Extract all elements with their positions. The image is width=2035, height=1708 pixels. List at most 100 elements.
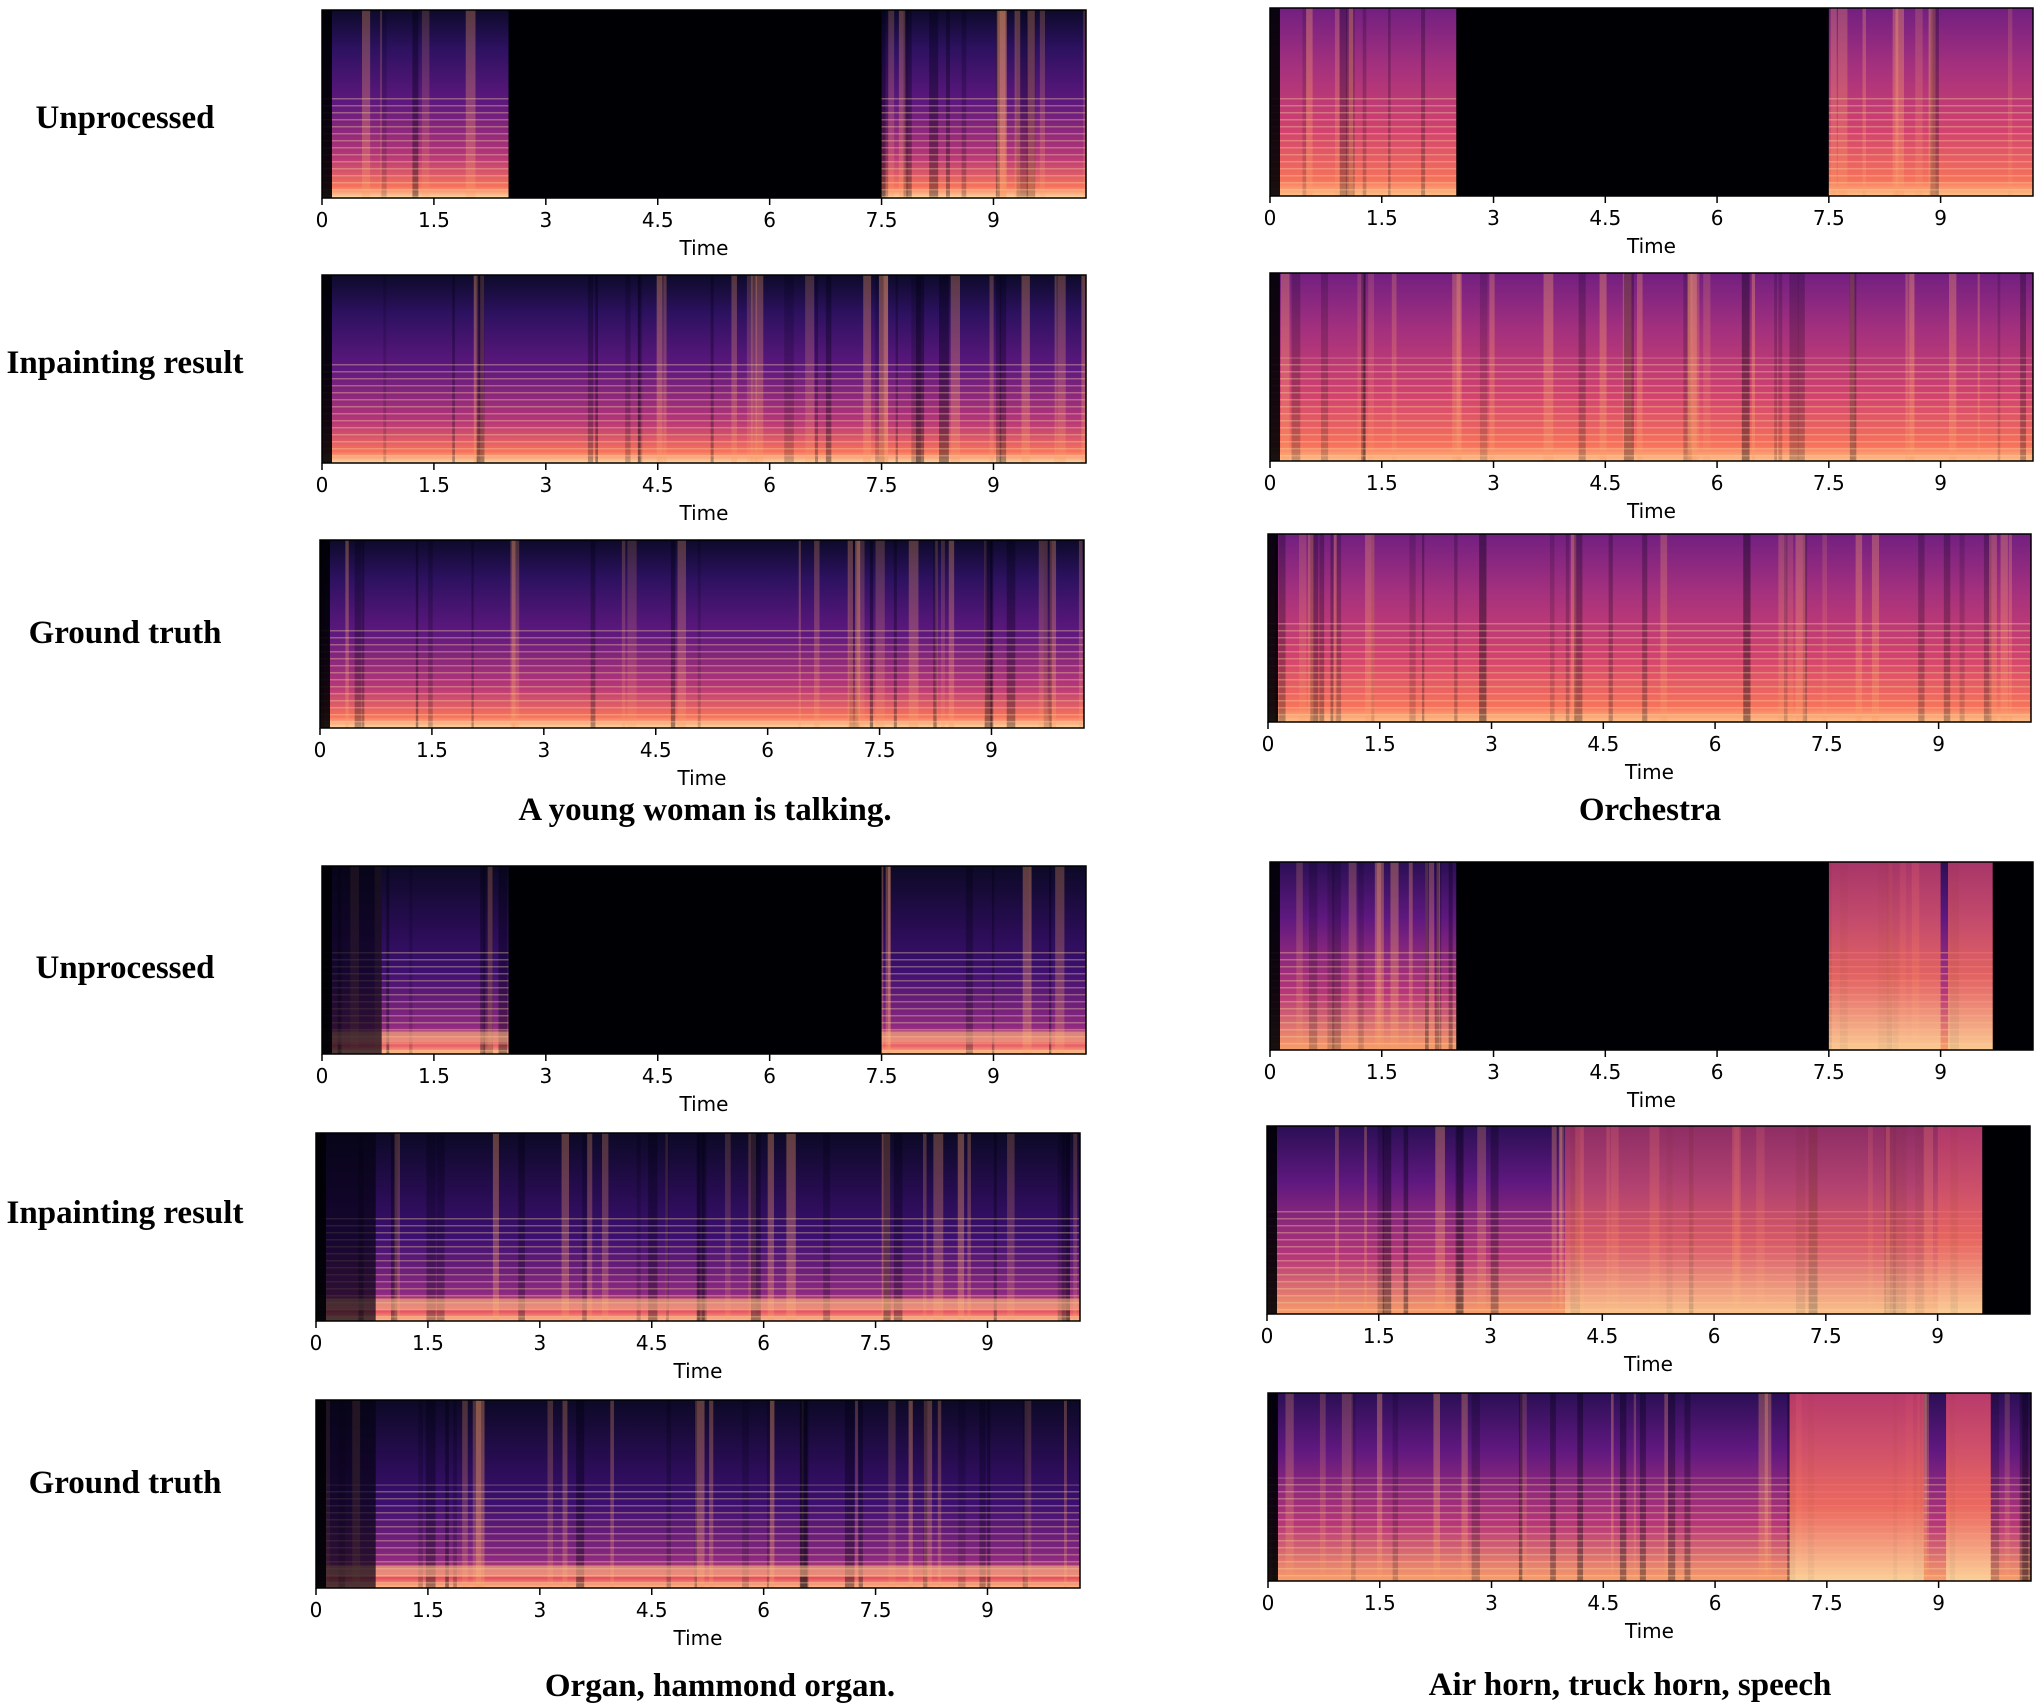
x-tick-label: 0	[1262, 732, 1275, 756]
caption-air-horn: Air horn, truck horn, speech	[1428, 1667, 1832, 1703]
silence	[320, 540, 330, 728]
masked-region	[508, 10, 882, 198]
x-axis-label: Time	[673, 1359, 723, 1383]
x-axis-label: Time	[679, 236, 729, 260]
x-tick-label: 0	[316, 473, 329, 497]
x-tick-label: 6	[757, 1331, 770, 1355]
horn-energy	[1828, 862, 1941, 1050]
spectrogram-harmonics	[320, 624, 1084, 728]
row-label-groundtruth-bottom: Ground truth	[28, 1465, 222, 1501]
x-tick-label: 0	[1262, 1591, 1275, 1615]
row-label-inpainting-bottom: Inpainting result	[6, 1195, 244, 1231]
spectrogram-harmonics	[1270, 357, 2033, 461]
x-tick-label: 1.5	[1366, 471, 1398, 495]
masked-region	[1456, 862, 1829, 1050]
x-tick-label: 3	[537, 738, 550, 762]
axes-frame	[321, 865, 1087, 1055]
axes-frame	[1269, 7, 2034, 197]
x-tick-label: 6	[761, 738, 774, 762]
axes-frame	[321, 9, 1087, 199]
x-tick-label: 7.5	[1811, 1591, 1843, 1615]
axes-frame	[1267, 1392, 2032, 1582]
x-tick-label: 9	[987, 1064, 1000, 1088]
x-tick-label: 6	[1709, 1591, 1722, 1615]
x-tick-label: 9	[987, 208, 1000, 232]
spectrogram-panel-9: 0 1.5 3 4.5 6 7.5 9 Time	[1264, 861, 2034, 1112]
spectrogram-panel-5: 0 1.5 3 4.5 6 7.5 9 Time	[1262, 533, 2032, 784]
x-tick-label: 7.5	[1811, 732, 1843, 756]
x-tick-label: 3	[539, 1064, 552, 1088]
x-tick-label: 3	[1485, 1591, 1498, 1615]
x-tick-label: 6	[1711, 206, 1724, 230]
x-tick-label: 4.5	[640, 738, 672, 762]
x-tick-label: 7.5	[1813, 471, 1845, 495]
x-axis-label: Time	[1626, 234, 1676, 258]
x-tick-label: 4.5	[642, 1064, 674, 1088]
x-tick-label: 4.5	[1589, 471, 1621, 495]
axes-frame	[1269, 861, 2034, 1051]
x-tick-label: 0	[1264, 1060, 1277, 1084]
silence	[316, 1133, 326, 1321]
x-axis-label: Time	[1626, 499, 1676, 523]
x-tick-label: 0	[1264, 471, 1277, 495]
x-tick-label: 9	[1932, 1591, 1945, 1615]
silence	[322, 275, 332, 463]
caption-organ: Organ, hammond organ.	[544, 1668, 896, 1704]
silence	[1268, 534, 1278, 722]
x-axis-label: Time	[677, 766, 727, 790]
horn-energy	[1937, 1126, 1983, 1314]
x-tick-label: 3	[533, 1331, 546, 1355]
silence	[322, 866, 332, 1054]
x-tick-label: 3	[533, 1598, 546, 1622]
x-tick-label: 0	[316, 1064, 329, 1088]
x-tick-label: 7.5	[864, 738, 896, 762]
horn-energy	[1946, 1393, 1991, 1581]
x-axis-label: Time	[1624, 760, 1674, 784]
x-tick-label: 9	[1932, 732, 1945, 756]
x-axis-label: Time	[673, 1626, 723, 1650]
x-tick-label: 9	[985, 738, 998, 762]
spectrogram-panel-11: 0 1.5 3 4.5 6 7.5 9 Time	[1262, 1392, 2032, 1643]
x-tick-label: 1.5	[418, 1064, 450, 1088]
x-tick-label: 7.5	[1813, 1060, 1845, 1084]
row-label-unprocessed-bottom: Unprocessed	[35, 950, 215, 986]
x-tick-label: 1.5	[1364, 1591, 1396, 1615]
horn-energy	[1789, 1393, 1924, 1581]
spectrogram-panel-7: 0 1.5 3 4.5 6 7.5 9 Time	[310, 1132, 1081, 1383]
x-tick-label: 4.5	[1587, 732, 1619, 756]
row-label-inpainting-top: Inpainting result	[6, 345, 244, 381]
x-tick-label: 4.5	[642, 473, 674, 497]
x-tick-label: 3	[539, 473, 552, 497]
x-tick-label: 7.5	[860, 1598, 892, 1622]
x-tick-label: 6	[763, 473, 776, 497]
silence	[1270, 862, 1280, 1050]
x-tick-label: 3	[1484, 1324, 1497, 1348]
x-tick-label: 0	[316, 208, 329, 232]
silence	[322, 10, 332, 198]
x-axis-label: Time	[1623, 1352, 1673, 1376]
x-tick-label: 1.5	[416, 738, 448, 762]
horn-energy	[1948, 862, 1993, 1050]
x-tick-label: 9	[987, 473, 1000, 497]
x-tick-label: 0	[1261, 1324, 1274, 1348]
spectrogram-panel-4: 0 1.5 3 4.5 6 7.5 9 Time	[1264, 272, 2034, 523]
spectrogram-panel-10: 0 1.5 3 4.5 6 7.5 9 Time	[1261, 1125, 2031, 1376]
x-tick-label: 9	[1931, 1324, 1944, 1348]
spectrogram-panel-2: 0 1.5 3 4.5 6 7.5 9 Time	[314, 539, 1085, 790]
spectrogram-harmonics	[1268, 618, 2031, 722]
x-tick-label: 7.5	[1810, 1324, 1842, 1348]
x-tick-label: 1.5	[1366, 1060, 1398, 1084]
silence	[1270, 273, 1280, 461]
x-tick-label: 7.5	[1813, 206, 1845, 230]
spectrogram-harmonics	[322, 359, 1086, 463]
caption-orchestra: Orchestra	[1578, 792, 1722, 828]
x-tick-label: 9	[1934, 1060, 1947, 1084]
organ-fundamental	[316, 1298, 1080, 1310]
axes-frame	[319, 539, 1085, 729]
silence	[1992, 862, 2033, 1050]
x-tick-label: 3	[1485, 732, 1498, 756]
x-tick-label: 4.5	[1589, 206, 1621, 230]
axes-frame	[315, 1399, 1081, 1589]
x-tick-label: 1.5	[412, 1598, 444, 1622]
axes-frame	[1269, 272, 2034, 462]
